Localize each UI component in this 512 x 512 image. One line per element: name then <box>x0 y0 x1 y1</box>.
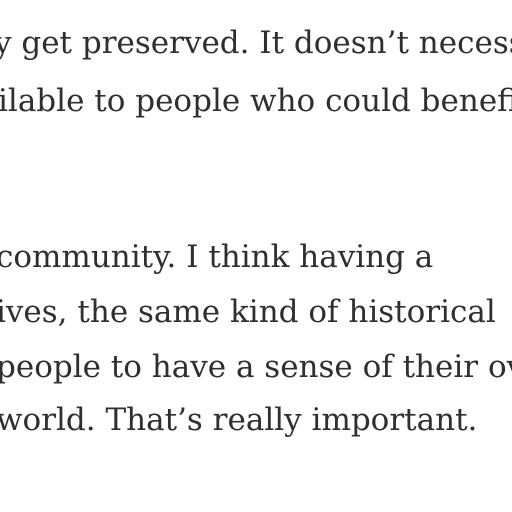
paragraph-2-line-3: people to have a sense of their ov <box>0 349 512 385</box>
paragraph-2-line-1: community. I think having a <box>0 239 434 275</box>
paragraph-2-line-4: world. That’s really important. <box>0 402 478 438</box>
paragraph-1-line-1: y get preserved. It doesn’t necess <box>0 25 512 61</box>
paragraph-1-line-2: ilable to people who could benefi <box>0 83 512 119</box>
paragraph-2-line-2: ives, the same kind of historical <box>0 294 496 330</box>
